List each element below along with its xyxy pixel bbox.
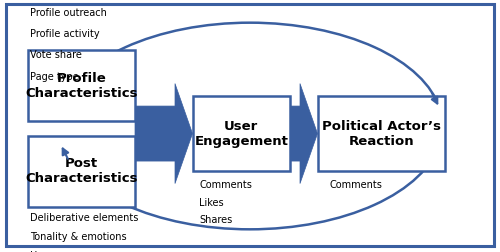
Text: Political Actor’s
Reaction: Political Actor’s Reaction [322, 119, 441, 148]
FancyBboxPatch shape [28, 50, 135, 121]
Text: Likes: Likes [199, 198, 224, 208]
Text: Profile outreach: Profile outreach [30, 8, 107, 18]
Text: Shares: Shares [199, 215, 232, 226]
Text: Post
Characteristics: Post Characteristics [25, 157, 138, 185]
Polygon shape [290, 84, 318, 183]
Polygon shape [135, 84, 192, 183]
FancyBboxPatch shape [192, 96, 290, 171]
FancyBboxPatch shape [28, 136, 135, 207]
Text: Tonality & emotions: Tonality & emotions [30, 232, 126, 242]
Text: Comments: Comments [199, 180, 252, 190]
Text: Comments: Comments [330, 180, 383, 190]
FancyBboxPatch shape [318, 96, 445, 171]
Text: Humor: Humor [30, 251, 63, 252]
Text: Vote share: Vote share [30, 50, 82, 60]
Text: Profile activity: Profile activity [30, 29, 100, 39]
Text: Deliberative elements: Deliberative elements [30, 213, 138, 223]
Text: Page type: Page type [30, 72, 79, 82]
Text: User
Engagement: User Engagement [194, 119, 288, 148]
Text: Profile
Characteristics: Profile Characteristics [25, 72, 138, 100]
